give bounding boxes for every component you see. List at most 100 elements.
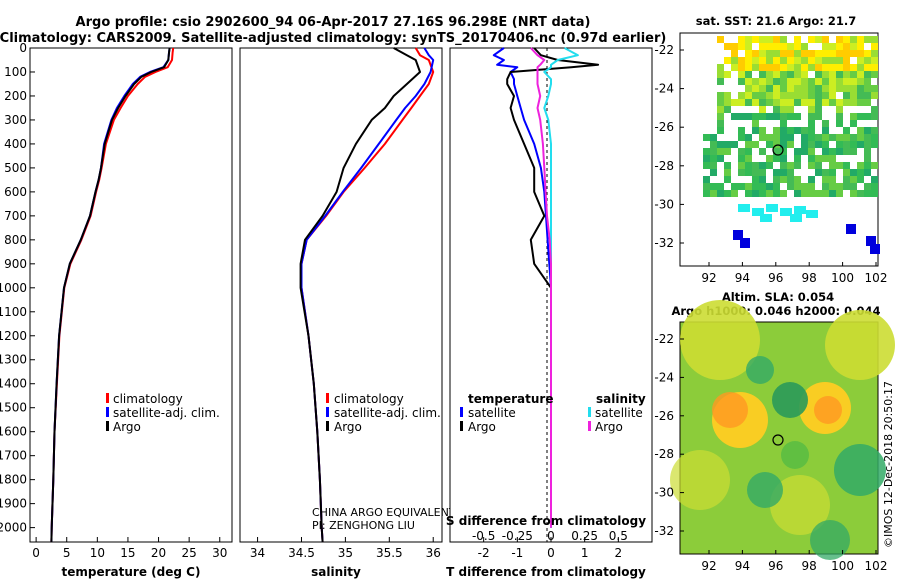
sst-cell [745, 85, 752, 92]
sst-cell [836, 50, 843, 57]
sst-cell [790, 214, 802, 222]
sst-cell [766, 78, 773, 85]
sst-cell [864, 169, 871, 176]
sst-cell [843, 50, 850, 57]
depth-tick-label: 500 [4, 161, 27, 175]
sst-cell [731, 64, 738, 71]
sst-cell [717, 64, 724, 71]
sst-cell [801, 43, 808, 50]
sst-cell [864, 134, 871, 141]
map-y-tick-label: -32 [654, 236, 674, 250]
sst-cell [780, 176, 787, 183]
sst-cell [871, 134, 878, 141]
sst-cell [843, 148, 850, 155]
sst-cell [822, 155, 829, 162]
sst-cell [871, 64, 878, 71]
sst-cell [745, 99, 752, 106]
sst-cell [829, 43, 836, 50]
depth-tick-label: 1000 [0, 281, 27, 295]
sst-cell [822, 92, 829, 99]
sst-cell [710, 141, 717, 148]
sst-cell [731, 50, 738, 57]
sst-cell [773, 155, 780, 162]
sla-anomaly-patch [670, 450, 730, 510]
sst-cell [738, 71, 745, 78]
sst-cell [801, 148, 808, 155]
sst-cell [773, 64, 780, 71]
salinity-tick-label: 36 [426, 546, 441, 560]
sla-anomaly-patch [747, 472, 783, 508]
sla-anomaly-patch [810, 520, 850, 560]
sst-cell [850, 92, 857, 99]
sst-cell [738, 155, 745, 162]
sst-cell [871, 57, 878, 64]
sst-cell [836, 106, 843, 113]
sst-cell [745, 162, 752, 169]
map-x-tick-label: 100 [831, 271, 854, 285]
sst-cell [780, 148, 787, 155]
depth-tick-label: 1300 [0, 353, 27, 367]
sst-cell [794, 183, 801, 190]
sst-cell [717, 78, 724, 85]
timestamp: ©IMOS 12-Dec-2018 20:50:17 [882, 381, 895, 548]
sst-cell [829, 169, 836, 176]
depth-tick-label: 100 [4, 65, 27, 79]
sst-cell [866, 236, 876, 246]
sst-cell [766, 204, 778, 212]
sst-cell [836, 36, 843, 43]
sst-cell [871, 50, 878, 57]
sst-cell [759, 36, 766, 43]
temperature-panel: 0100200300400500600700800900100011001200… [0, 41, 454, 579]
sst-cell [731, 190, 738, 197]
difference-tick-label: 1 [581, 546, 589, 560]
sst-cell [843, 64, 850, 71]
sst-cell [759, 99, 766, 106]
difference-tick-label: -2 [478, 546, 490, 560]
temperature-tick-label: 30 [212, 546, 227, 560]
difference-tick-label: 2 [615, 546, 623, 560]
sst-cell [752, 78, 759, 85]
sst-cell [815, 71, 822, 78]
sst-cell [787, 50, 794, 57]
sst-cell [745, 71, 752, 78]
sst-cell [752, 127, 759, 134]
sst-cell [738, 57, 745, 64]
sst-cell [752, 176, 759, 183]
sst-cell [829, 92, 836, 99]
sst-cell [766, 36, 773, 43]
sst-cell [794, 36, 801, 43]
salinity-difference-tick-label: -0.25 [502, 529, 533, 543]
sst-cell [760, 214, 772, 222]
sst-cell [759, 71, 766, 78]
sst-cell [717, 127, 724, 134]
sst-cell [710, 169, 717, 176]
sst-cell [780, 127, 787, 134]
sst-cell [717, 183, 724, 190]
legend-title-temperature: temperature [468, 392, 553, 406]
sst-cell [871, 162, 878, 169]
sla-anomaly-patch [770, 475, 830, 535]
sst-cell [703, 148, 710, 155]
sst-cell [752, 183, 759, 190]
sst-cell [871, 106, 878, 113]
sst-cell [870, 244, 880, 254]
salinity-difference-tick-label: 0.25 [571, 529, 598, 543]
temperature-tick-label: 15 [120, 546, 135, 560]
sst-cell [773, 113, 780, 120]
sst-cell [738, 148, 745, 155]
depth-tick-label: 1900 [0, 497, 27, 511]
sst-cell [766, 85, 773, 92]
sst-cell [864, 127, 871, 134]
sst-cell [752, 120, 759, 127]
sst-cell [780, 120, 787, 127]
sst-cell [871, 85, 878, 92]
sst-cell [808, 141, 815, 148]
sst-cell [850, 36, 857, 43]
sst-cell [724, 190, 731, 197]
salinity-difference-axis: -0.5 -0.25 0 0.25 0.5 [472, 529, 628, 543]
map-x-tick-label: 94 [735, 271, 750, 285]
sst-cell [710, 148, 717, 155]
legend-label-climatology: climatology [113, 392, 183, 406]
sst-cell [843, 71, 850, 78]
sst-cell [801, 71, 808, 78]
